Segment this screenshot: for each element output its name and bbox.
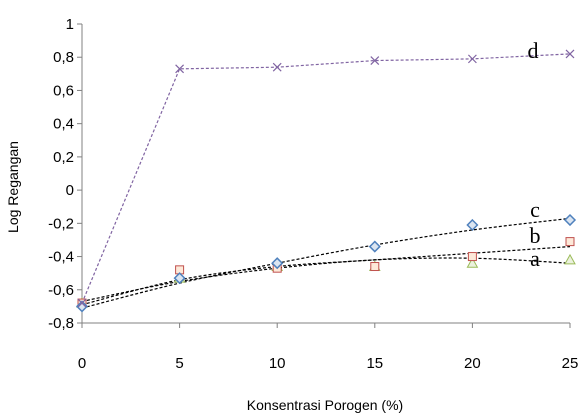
data-point-c bbox=[368, 240, 381, 253]
data-point-b bbox=[565, 237, 575, 247]
y-tick-label: -0,2 bbox=[48, 215, 74, 232]
trendline-b bbox=[81, 245, 571, 306]
data-point-c bbox=[173, 272, 186, 285]
data-point-d bbox=[272, 62, 282, 72]
series-labels: abc d bbox=[528, 38, 541, 271]
data-point-b bbox=[370, 262, 380, 272]
data-point-d bbox=[565, 49, 575, 59]
y-axis-title: Log Regangan bbox=[5, 141, 21, 233]
y-axis-ticks: -0,8 -0,6 -0,4 -0,2 0 0,2 0,4 0,6 0,8 1 bbox=[48, 16, 82, 332]
x-tick-label: 15 bbox=[366, 355, 383, 372]
data-point-b bbox=[467, 252, 477, 262]
y-tick-label: -0,6 bbox=[48, 282, 74, 299]
trendline-d bbox=[81, 53, 571, 304]
y-tick-label: -0,4 bbox=[48, 249, 74, 266]
y-tick-label: 0,6 bbox=[53, 82, 74, 99]
data-point-d bbox=[467, 54, 477, 64]
y-tick-label: 1 bbox=[66, 16, 74, 33]
trendline-a bbox=[81, 257, 571, 302]
series-label-c: c bbox=[530, 197, 540, 222]
x-axis-ticks: 0 5 10 15 20 25 bbox=[78, 323, 578, 372]
x-tick-label: 10 bbox=[269, 355, 286, 372]
data-point-c bbox=[75, 300, 89, 313]
series-label-d: d bbox=[528, 38, 539, 63]
data-point-d bbox=[175, 64, 185, 74]
x-tick-label: 0 bbox=[78, 355, 86, 372]
y-tick-label: 0,2 bbox=[53, 149, 74, 166]
trendline-c bbox=[81, 217, 571, 309]
series-label-a: a bbox=[530, 246, 540, 271]
series-label-b: b bbox=[530, 223, 541, 248]
y-tick-label: 0,8 bbox=[53, 49, 74, 66]
x-tick-label: 20 bbox=[464, 355, 481, 372]
data-markers bbox=[75, 49, 577, 313]
data-point-a bbox=[564, 253, 576, 265]
data-point-d bbox=[77, 298, 87, 308]
y-tick-label: 0 bbox=[66, 182, 74, 199]
data-point-a bbox=[466, 257, 479, 268]
data-point-d bbox=[370, 56, 380, 65]
data-point-c bbox=[563, 213, 577, 227]
x-tick-label: 25 bbox=[562, 355, 578, 372]
trendlines bbox=[81, 53, 571, 309]
data-point-c bbox=[466, 218, 479, 232]
y-tick-label: 0,4 bbox=[53, 116, 74, 133]
x-axis-title: Konsentrasi Porogen (%) bbox=[247, 397, 403, 413]
data-point-c bbox=[271, 257, 284, 270]
plot-area bbox=[81, 24, 570, 324]
y-tick-label: -0,8 bbox=[48, 315, 74, 332]
x-tick-label: 5 bbox=[175, 355, 183, 372]
